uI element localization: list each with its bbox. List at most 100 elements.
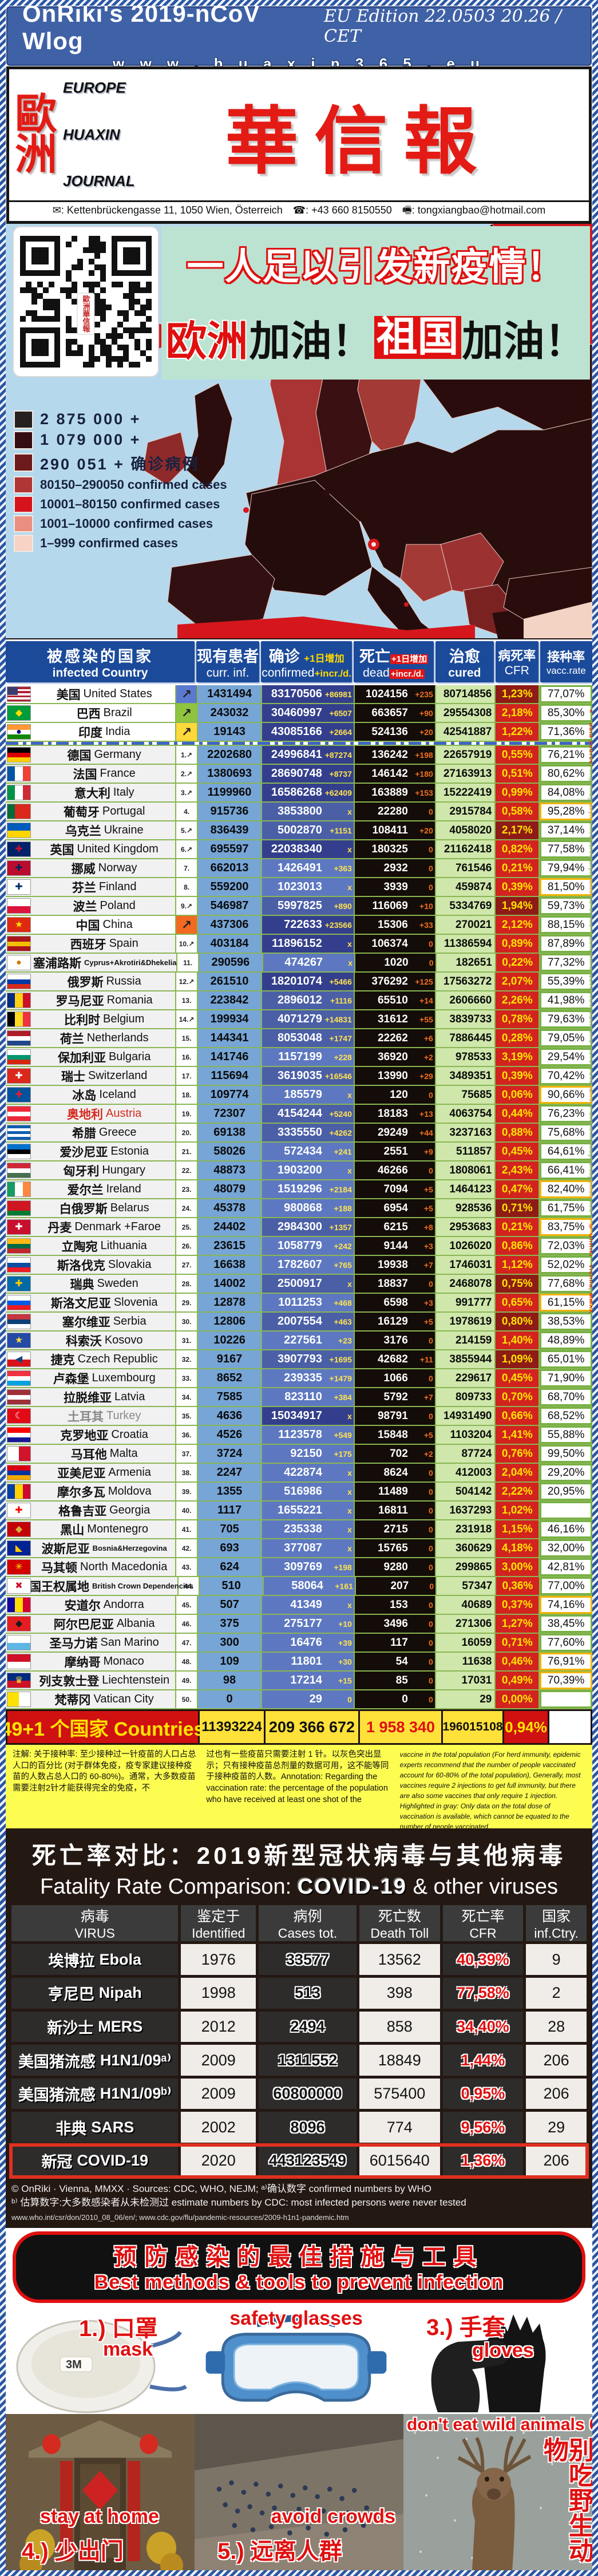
current-infected-cell: 45378 (197, 1199, 262, 1218)
country-flag (7, 785, 31, 801)
vaccination-rate-cell: 68,70% (540, 1388, 592, 1406)
country-name-cn: 圣马力诺 (49, 1637, 98, 1650)
country-name-en: Denmark +Faroe (74, 1220, 161, 1234)
legend-item: 1–999 confirmed cases (14, 534, 227, 552)
vaccination-rate-cell: 77,58% (540, 840, 592, 859)
cfr-cell: 2,07% (496, 973, 539, 991)
confirmed-cell: 18201074 +5466 (262, 973, 354, 991)
cured-cell: 5334769 (435, 897, 495, 915)
confirmed-cell: 1058779 +242 (262, 1237, 354, 1255)
prevention-section: 预防感染的最佳措施与工具 Best methods & tools to pre… (6, 2227, 592, 2570)
country-name-cn: 爱沙尼亚 (60, 1145, 108, 1159)
virus-row: 新冠 COVID-19 2020 443123549 6015640 1,36% 206 (9, 2143, 589, 2179)
cfr-cell: 0,71% (496, 1634, 539, 1652)
virus-cell: 美国猪流感 H1N1/09ᵇ⁾ (11, 2078, 179, 2109)
vaccination-rate-cell: 64,61% (540, 1143, 592, 1161)
totals-vacc-empty (549, 1711, 591, 1744)
country-flag: ✳ (7, 1559, 31, 1575)
dead-cell: 702 +2 (354, 1445, 435, 1463)
country-name-cn: 挪威 (71, 862, 96, 876)
legend-swatch (14, 515, 33, 532)
country-name-en: Romania (106, 994, 153, 1007)
confirmed-cell: 28690748 +8737 (262, 765, 354, 783)
dead-cell: 8624 0 (354, 1464, 435, 1482)
country-row: 希腊 Greece 20. 69138 3335550 +4262 29249 +44 3237… (6, 1124, 592, 1142)
cfr-cell: 0,80% (496, 1313, 539, 1331)
current-infected-cell: 403184 (197, 935, 262, 953)
country-name-en: Andorra (103, 1598, 144, 1611)
covid-table: 被感染的国家 infected Country 现有患者 curr. inf. 确诊… (6, 639, 592, 1745)
vaccination-rate-cell (540, 1690, 592, 1709)
virus-cell: 1,36% (442, 2146, 524, 2176)
country-row: ☾ 土耳其 Turkey 35. 4636 15034917 x 98791 0 14931490… (6, 1407, 592, 1425)
wild-caption-cn: 别吃野生动物 (540, 2436, 592, 2563)
confirmed-cell: 1903200 x (262, 1161, 354, 1180)
vaccination-rate-cell: 77,00% (540, 1577, 592, 1595)
cured-cell: 17031 (435, 1672, 495, 1690)
confirmed-cell: 227561 +23 (262, 1332, 354, 1350)
country-row: ✚ 格鲁吉亚 Georgia 40. 1117 1655221 x 16811 0 1637293… (6, 1502, 592, 1520)
confirmed-cell: 2896012 +1116 (262, 991, 354, 1010)
country-name-cn: 中国 (76, 919, 100, 933)
vaccination-rate-cell: 79,94% (540, 859, 592, 878)
virus-cell: 575400 (359, 2078, 440, 2109)
confirmed-cell: 24996841 +87274 (262, 746, 354, 764)
country-name-cn: 保加利亚 (57, 1051, 106, 1065)
qr-center-label: 歐洲華信報 (77, 293, 95, 335)
cured-cell: 3237163 (435, 1124, 495, 1142)
country-flag: ★ (7, 917, 31, 933)
home-caption-en: stay at home (40, 2506, 159, 2527)
virus-cell: 2009 (181, 2045, 256, 2076)
country-row: 白俄罗斯 Belarus 24. 45378 980868 +188 6954 +5 92853… (6, 1199, 592, 1218)
country-flag (7, 1654, 31, 1670)
country-flag (7, 1465, 31, 1481)
prevention-title-en: Best methods & tools to prevent infectio… (94, 2271, 504, 2293)
virus-cell: 新冠 COVID-19 (11, 2146, 179, 2176)
vaccination-rate-cell: 75,68% (540, 1124, 592, 1142)
country-name-en: France (100, 767, 136, 780)
dead-cell: 3939 0 (354, 878, 435, 896)
rank-cell: 40. (176, 1502, 197, 1520)
dead-cell: 6954 +5 (354, 1199, 435, 1218)
confirmed-cell: 30460997 +6507 (262, 704, 354, 722)
country-row: ● 印度 India ↗ 19143 43085166 +2664 524136 +20 4254… (6, 723, 592, 741)
country-name-en: Georgia (109, 1504, 151, 1517)
dead-cell: 3176 0 (354, 1332, 435, 1350)
rank-cell: ↗ (176, 704, 197, 722)
country-row: 美国 United States ↗ 1431494 83170506 +86981 102… (6, 685, 592, 704)
country-flag (7, 1484, 31, 1500)
country-row: ★ 科索沃 Kosovo 31. 10226 227561 +23 3176 0 214159 1,… (6, 1332, 592, 1350)
cured-cell: 29554308 (435, 704, 495, 722)
confirmed-cell: 3907793 +1695 (262, 1350, 354, 1369)
country-flag: ✚ (7, 1087, 31, 1103)
vaccination-rate-cell: 76,21% (540, 746, 592, 764)
country-flag (7, 898, 31, 914)
country-name-cn: 德国 (67, 749, 92, 762)
vaccination-annotation: 注解: 关于接种率: 至少接种过一针疫苗的人口占总人口的百分比 (对于群体免疫，… (6, 1745, 592, 1831)
cfr-cell: 2,17% (496, 821, 539, 840)
country-name-en: Iceland (99, 1088, 136, 1101)
country-flag (7, 1182, 31, 1198)
country-flag: ✚ (7, 1276, 31, 1292)
current-infected-cell: 115694 (197, 1067, 262, 1085)
cured-cell: 809733 (435, 1388, 495, 1406)
dead-cell: 116069 +10 (354, 897, 435, 915)
slogan-line1: 一人足以引发新疫情！ (187, 246, 565, 288)
dead-cell: 36920 +2 (354, 1048, 435, 1066)
current-infected-cell: 0 (197, 1690, 262, 1709)
current-infected-cell: 2202680 (197, 746, 262, 764)
vaccination-rate-cell: 65,01% (540, 1350, 592, 1369)
legend-swatch (14, 453, 33, 472)
vaccination-rate-cell: 55,39% (540, 973, 592, 991)
country-flag: ● (7, 955, 31, 971)
current-infected-cell: 546987 (197, 897, 262, 915)
virus-cell: 2 (526, 1977, 587, 2009)
country-name-cn: 奥地利 (67, 1108, 104, 1121)
rank-cell: 21. (176, 1143, 197, 1161)
virus-header-cell: 鉴定于 Identified (181, 1905, 256, 1942)
country-name-en: Norway (98, 862, 137, 875)
virus-cell: 6015640 (359, 2146, 440, 2176)
cured-cell: 271306 (435, 1615, 495, 1633)
cfr-cell: 0,39% (496, 878, 539, 896)
rank-cell: 2.↗ (176, 765, 197, 783)
